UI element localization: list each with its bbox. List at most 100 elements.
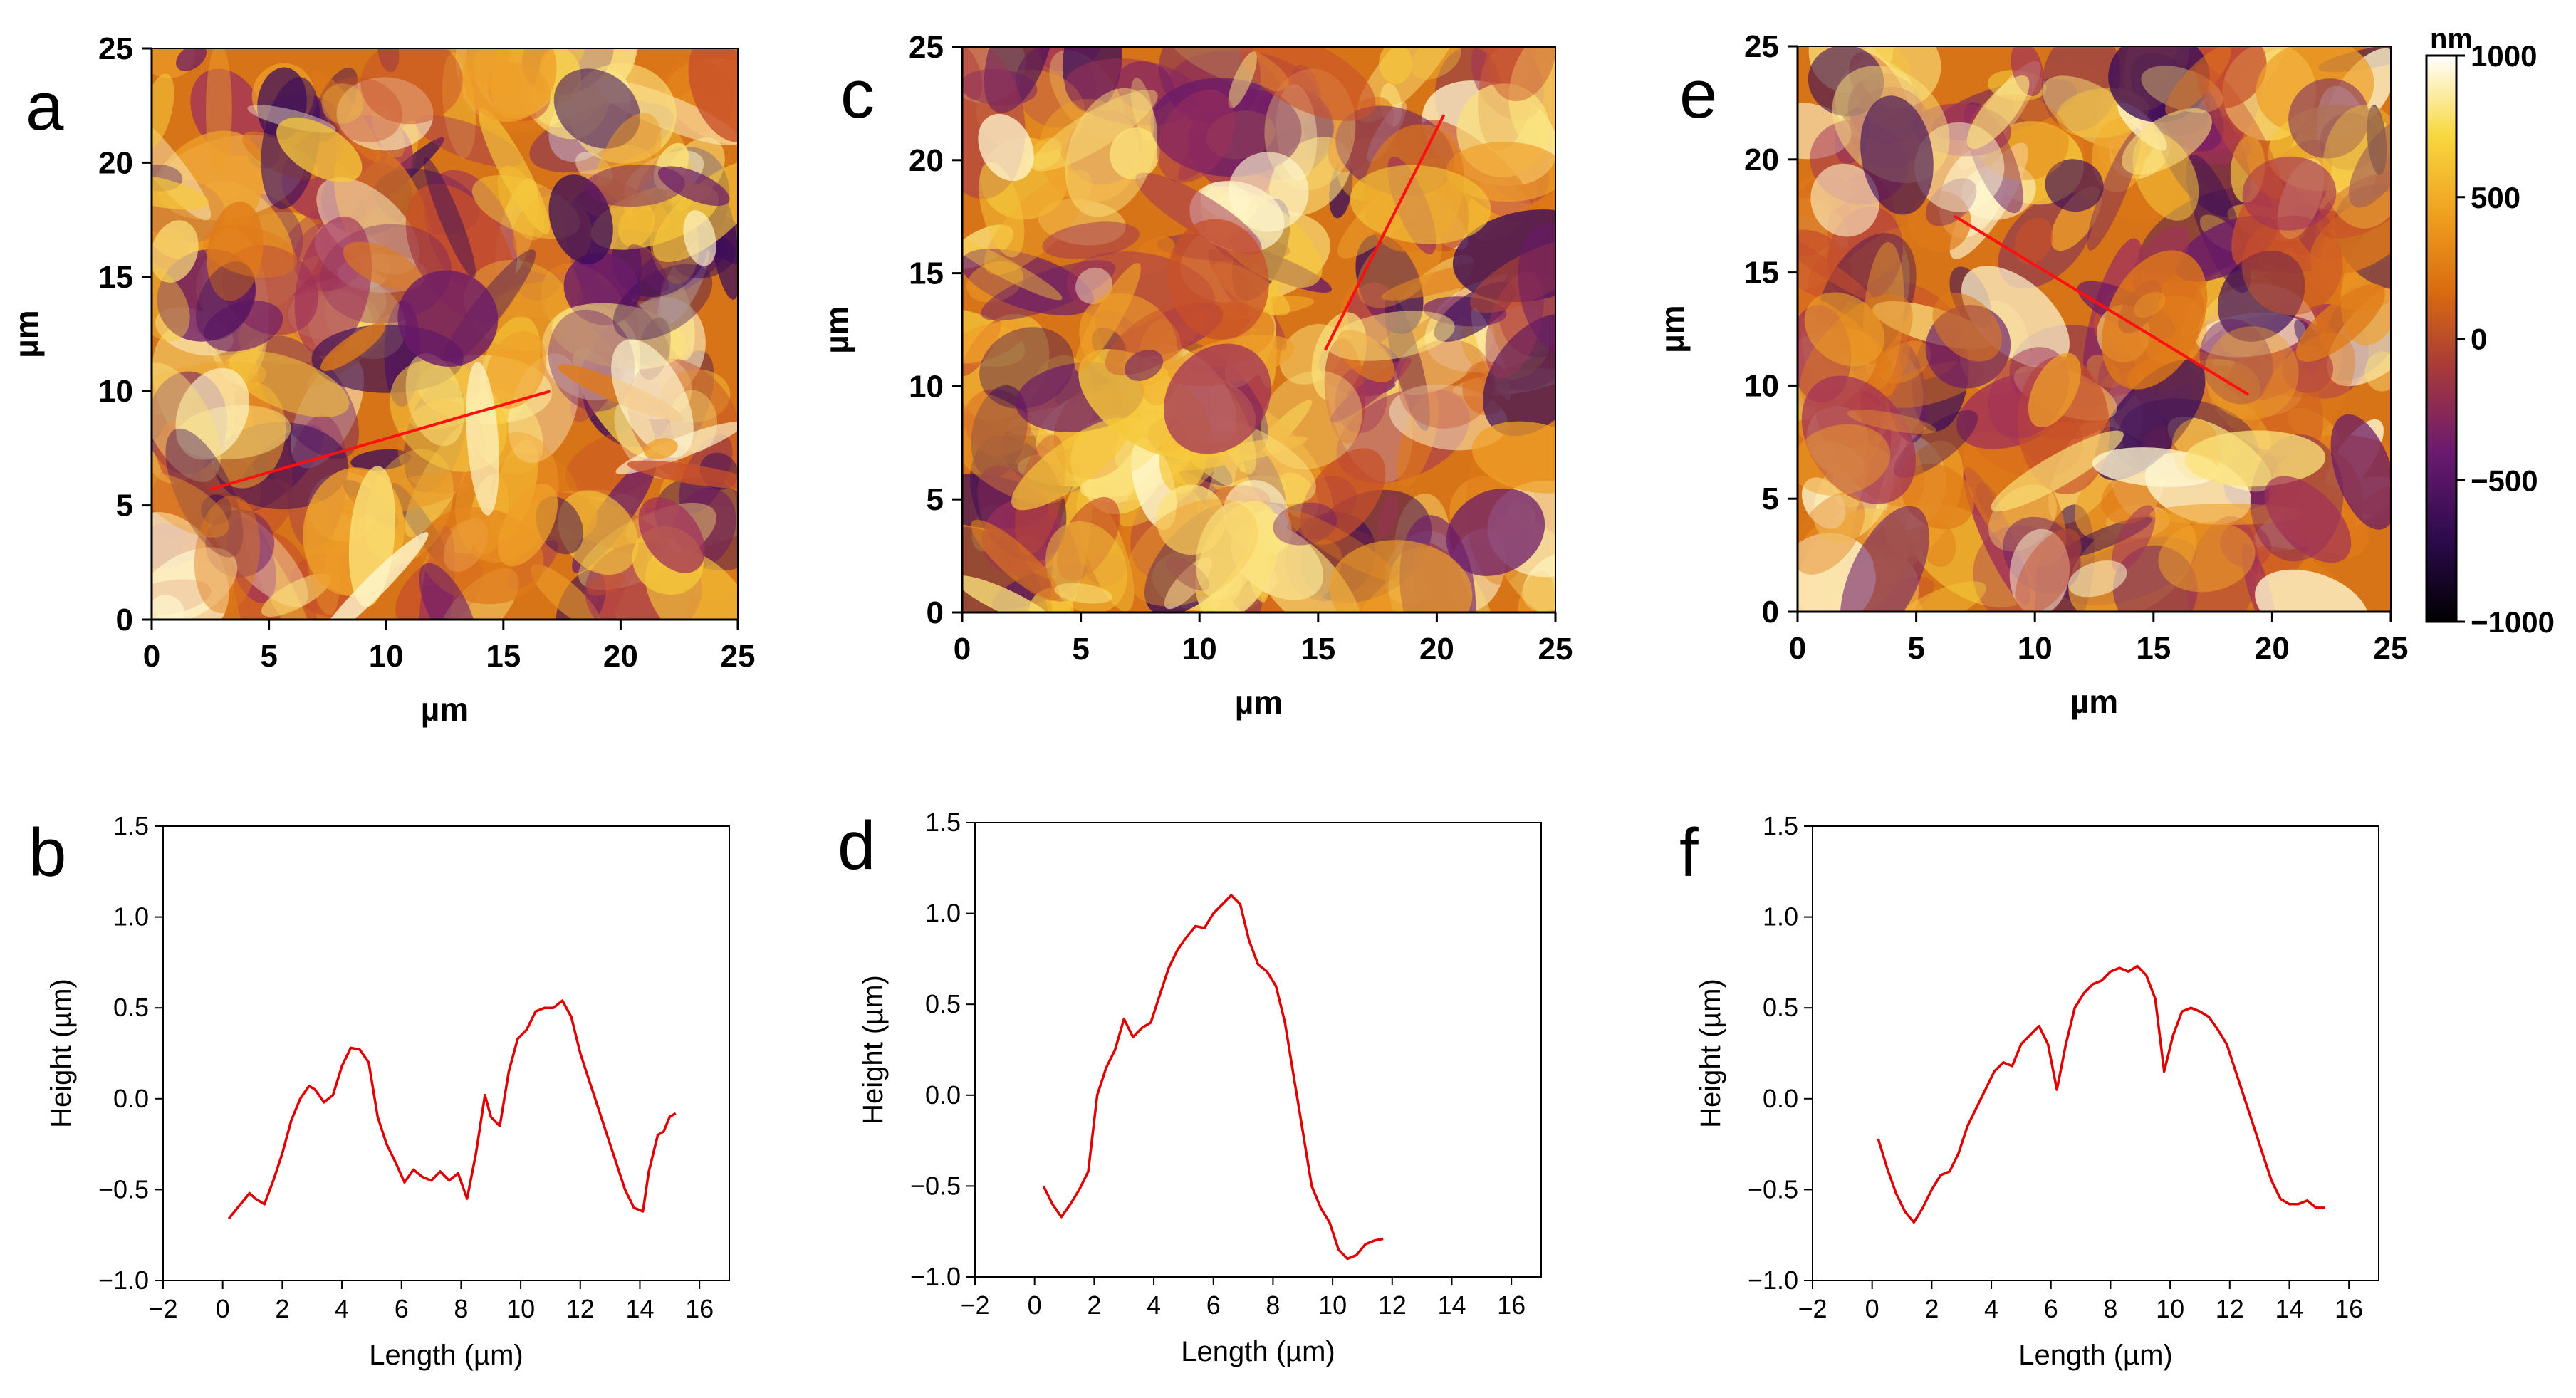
afm-feature (1892, 581, 1986, 612)
afm-feature (1966, 75, 2030, 150)
x-tick-label: 6 (1206, 1290, 1221, 1320)
x-tick-label: 16 (2335, 1294, 2363, 1323)
x-tick-label: 10 (2156, 1294, 2184, 1323)
x-tick-label: 25 (2374, 631, 2409, 666)
afm-feature (424, 157, 476, 278)
x-tick-label: 8 (1266, 1290, 1280, 1320)
x-tick-label: −2 (1798, 1294, 1827, 1323)
y-axis-label: Height (µm) (46, 979, 77, 1128)
afm-feature (2184, 430, 2326, 487)
y-tick-label: 5 (116, 489, 133, 523)
x-axis-label: Length (µm) (369, 1340, 523, 1371)
afm-feature (152, 473, 229, 538)
afm-feature (152, 547, 238, 620)
afm-feature (419, 563, 477, 620)
afm-feature (2330, 414, 2391, 530)
afm-image-a: 0 5 10 15 20 25 0 5 10 15 20 25 µm µm (8, 31, 755, 728)
profile-line-a (209, 390, 551, 491)
afm-feature (321, 83, 364, 124)
y-tick-label: −0.5 (98, 1174, 149, 1204)
afm-feature (1810, 163, 1880, 237)
afm-feature (466, 362, 499, 516)
panel-letter-d: d (838, 808, 875, 884)
afm-feature (2015, 528, 2082, 612)
afm-feature (1042, 221, 1140, 259)
y-tick-label: 25 (1744, 29, 1779, 64)
y-tick-label: −1.0 (98, 1266, 149, 1295)
afm-feature (152, 267, 190, 342)
profile-line-e (1953, 214, 2250, 396)
afm-feature (205, 48, 232, 177)
afm-feature (1228, 51, 1257, 108)
afm-feature (638, 497, 705, 573)
afm-feature (152, 172, 209, 210)
afm-feature (984, 47, 1054, 113)
y-tick-label: 0.0 (113, 1084, 149, 1113)
afm-feature (2264, 476, 2352, 563)
afm-feature (981, 260, 1116, 321)
afm-feature (1150, 78, 1302, 177)
x-tick-label: 4 (1147, 1290, 1161, 1320)
y-axis-label: µm (818, 306, 855, 353)
afm-feature (2322, 105, 2391, 229)
afm-feature (1131, 236, 1175, 276)
profile-line-c (1324, 114, 1446, 351)
plot-frame-f (1812, 825, 2379, 1281)
x-tick-label: 20 (2255, 631, 2290, 666)
y-tick-label: 10 (1744, 368, 1779, 403)
afm-texture-a (152, 48, 738, 620)
height-profile-f: −2 0 2 4 6 8 10 12 14 16 1.5 1.0 0.5 0.0 −0.5 −1.0 Lengt… (1695, 811, 2379, 1371)
y-axis-label: µm (8, 310, 45, 358)
height-profile-line (1877, 964, 2325, 1224)
afm-feature (200, 494, 232, 526)
afm-feature (1991, 430, 2124, 512)
plot-frame-d (974, 822, 1542, 1278)
afm-feature (1350, 165, 1491, 244)
y-tick-label: 0.5 (925, 989, 961, 1018)
x-tick-label: 10 (506, 1294, 535, 1323)
afm-feature (276, 118, 363, 183)
afm-feature (1167, 219, 1269, 340)
afm-feature (1075, 263, 1141, 372)
afm-feature (1054, 583, 1112, 604)
afm-feature (2111, 505, 2156, 573)
afm-feature (1508, 47, 1555, 152)
colorbar-tick-label: 0 (2471, 323, 2487, 356)
afm-feature (152, 362, 221, 482)
afm-feature (1798, 492, 1865, 575)
x-tick-label: 15 (486, 639, 521, 674)
afm-feature (1847, 410, 1936, 434)
y-tick-label: 25 (98, 31, 133, 66)
y-tick-label: 0 (927, 595, 944, 630)
x-tick-label: 0 (1865, 1294, 1879, 1323)
afm-feature (207, 201, 264, 301)
colorbar-tick-label: 1000 (2471, 39, 2537, 73)
afm-feature (2122, 108, 2213, 175)
y-tick-label: 20 (909, 143, 944, 178)
afm-feature (1471, 421, 1555, 494)
y-tick-label: −1.0 (910, 1262, 961, 1291)
x-axis-label: Length (µm) (2018, 1340, 2172, 1371)
y-tick-label: 15 (1744, 256, 1779, 291)
afm-feature (165, 428, 244, 558)
height-profile-line (1042, 894, 1384, 1261)
x-tick-label: 12 (1378, 1290, 1407, 1320)
colorbar-gradient (2425, 54, 2458, 623)
x-tick-label: 10 (2018, 631, 2053, 666)
afm-feature (1261, 370, 1362, 469)
y-tick-label: −1.0 (1748, 1266, 1798, 1295)
afm-feature (1163, 343, 1271, 454)
x-tick-label: 4 (335, 1294, 349, 1323)
afm-feature (195, 261, 256, 340)
x-tick-label: 6 (2044, 1294, 2058, 1323)
afm-feature (2028, 353, 2081, 428)
y-axis-label: µm (1654, 305, 1691, 353)
afm-feature (485, 330, 547, 409)
afm-feature (2199, 318, 2273, 405)
x-tick-label: −2 (960, 1290, 989, 1320)
afm-feature (152, 220, 199, 283)
y-tick-label: 20 (98, 145, 133, 180)
y-tick-label: 10 (909, 369, 944, 404)
panel-letter-f: f (1679, 815, 1699, 891)
